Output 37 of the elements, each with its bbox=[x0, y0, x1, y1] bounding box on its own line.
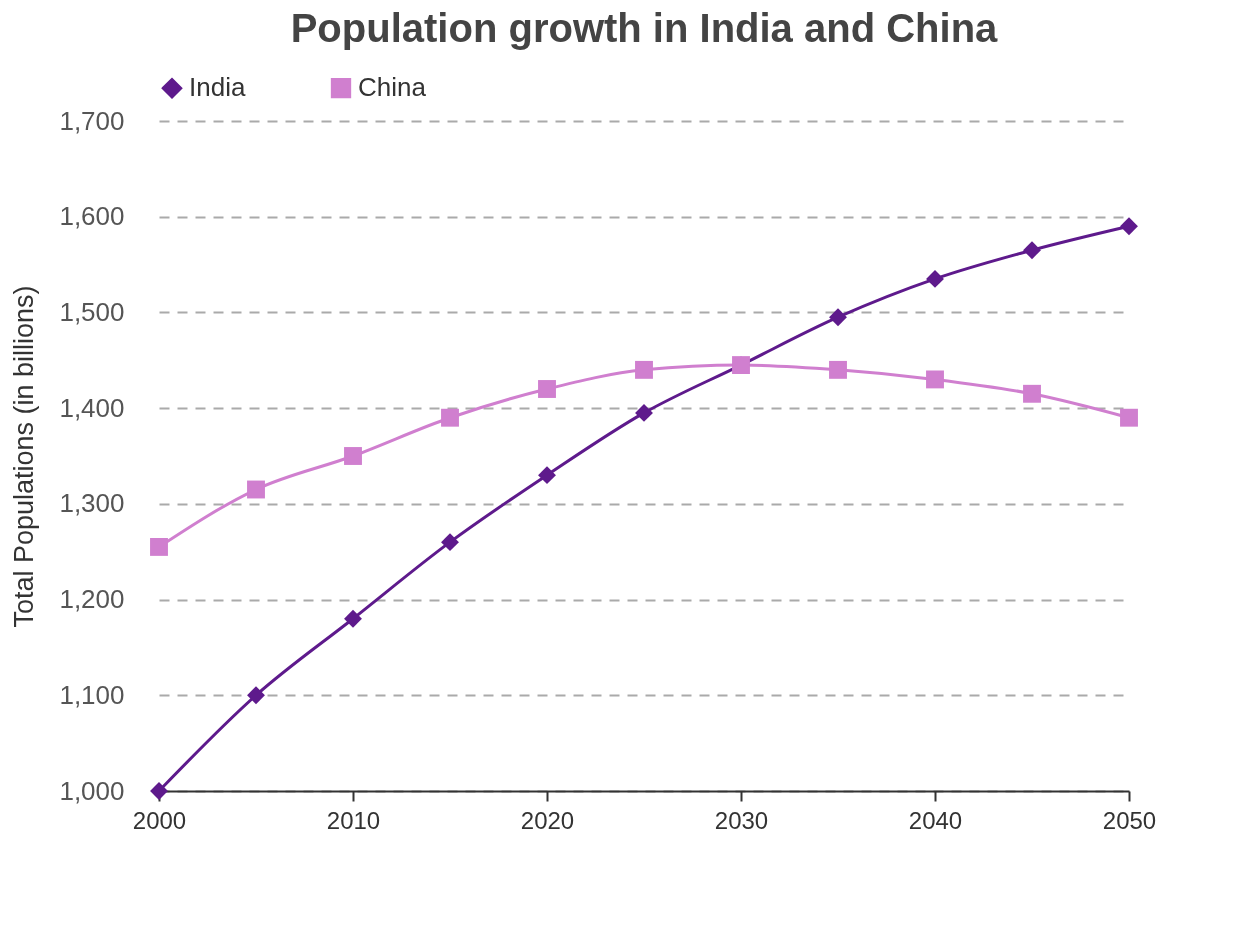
point bbox=[635, 403, 653, 422]
y-tick-label: 1,300 bbox=[59, 488, 125, 519]
x-tick-label: 2000 bbox=[132, 806, 187, 834]
point bbox=[926, 269, 944, 288]
point bbox=[441, 408, 459, 427]
point bbox=[1120, 217, 1138, 236]
point bbox=[247, 480, 265, 499]
x-tick-label: 2050 bbox=[1102, 806, 1157, 834]
point bbox=[150, 537, 168, 556]
x-tick-label: 2020 bbox=[520, 806, 575, 834]
point bbox=[829, 360, 847, 379]
point bbox=[344, 447, 362, 465]
legend-label: China bbox=[358, 72, 427, 103]
point bbox=[441, 533, 459, 552]
point bbox=[344, 609, 362, 628]
y-tick-label: 1,400 bbox=[59, 392, 125, 423]
point bbox=[1120, 408, 1138, 427]
x-tick-label: 2030 bbox=[714, 806, 769, 834]
y-tick-label: 1,100 bbox=[59, 679, 125, 710]
y-tick-label: 1,200 bbox=[59, 584, 125, 615]
y-tick-label: 1,500 bbox=[59, 296, 125, 327]
point bbox=[926, 370, 944, 389]
point bbox=[247, 686, 265, 705]
chart-title: Population growth in India and China bbox=[290, 6, 999, 50]
point bbox=[538, 466, 556, 485]
point bbox=[1023, 241, 1041, 260]
y-axis-title: Total Populations (in billions) bbox=[9, 285, 40, 628]
x-tick-label: 2010 bbox=[326, 806, 381, 834]
point bbox=[829, 308, 847, 327]
y-tick-label: 1,700 bbox=[59, 105, 125, 136]
legend-label: India bbox=[189, 72, 246, 103]
point bbox=[538, 380, 556, 398]
x-tick-label: 2040 bbox=[908, 806, 963, 834]
point bbox=[1023, 384, 1041, 403]
y-tick-label: 1,000 bbox=[59, 775, 125, 806]
y-tick-label: 1,600 bbox=[59, 201, 125, 232]
point bbox=[635, 360, 653, 379]
